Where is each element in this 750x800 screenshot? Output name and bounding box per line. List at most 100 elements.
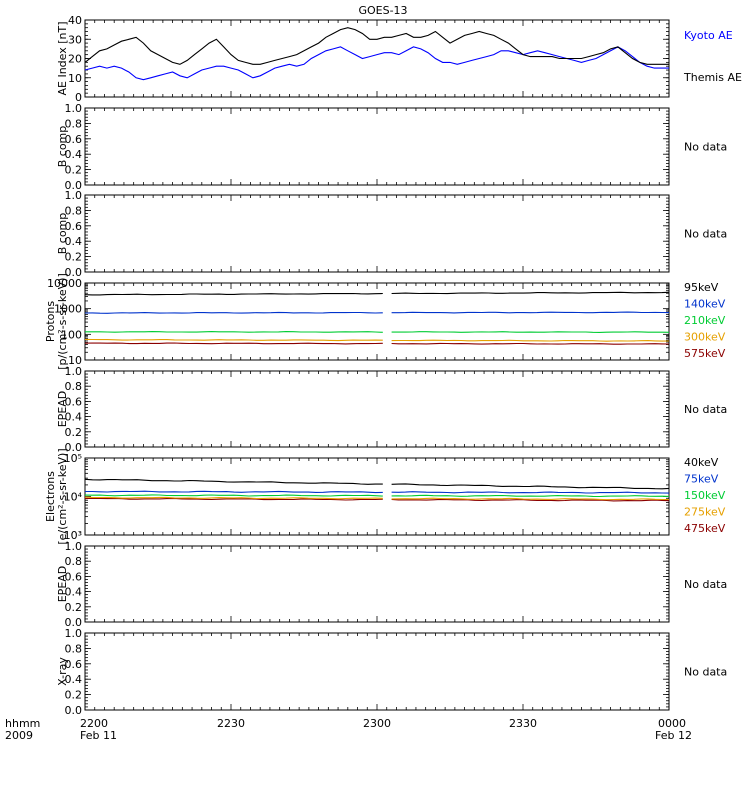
- panel-6: 10³ 10⁴ 10⁵ Electrons [e/(cm²-s-sr-keV)] 475k…: [44, 448, 726, 544]
- y-tick-label: 1.0: [65, 365, 83, 378]
- y-tick-label: 0.8: [65, 117, 83, 130]
- panel-frame: [84, 632, 670, 711]
- y-axis-title: B comp: [56, 126, 69, 168]
- y-axis-title: B comp: [56, 213, 69, 255]
- y-tick-label: 0.8: [65, 642, 83, 655]
- series-line: [391, 311, 670, 314]
- y-tick-label: 0.8: [65, 380, 83, 393]
- series-line: [391, 494, 670, 498]
- legend-label: 300keV: [684, 331, 726, 344]
- y-tick-label: 0.2: [65, 251, 83, 264]
- y-tick-label: 0.6: [65, 658, 83, 671]
- y-tick-label: 1.0: [65, 102, 83, 115]
- series-line: [84, 497, 383, 501]
- y-tick-label: 0.6: [65, 395, 83, 408]
- y-tick-label: 0.0: [65, 266, 83, 279]
- y-tick-label: 10: [68, 72, 82, 85]
- y-tick-label: 10: [68, 354, 82, 367]
- legend-label: 140keV: [684, 298, 726, 311]
- panel-frame: [84, 194, 670, 273]
- panel-frame: [84, 370, 670, 448]
- y-tick-label: 100: [61, 328, 82, 341]
- panel-8: 0.0 0.2 0.4 0.6 0.8 1.0 X-ray No data: [56, 627, 727, 717]
- y-tick-label: 0.0: [65, 616, 83, 629]
- y-tick-label: 0.0: [65, 704, 83, 717]
- legend-label: 275keV: [684, 506, 726, 519]
- y-tick-label: 0.2: [65, 689, 83, 702]
- series-line: [84, 342, 383, 345]
- x-tick-label: 2230: [217, 717, 245, 730]
- y-tick-label: 0.2: [65, 601, 83, 614]
- y-tick-label: 0.2: [65, 426, 83, 439]
- plot-title: GOES-13: [358, 4, 407, 17]
- y-tick-label: 0.4: [65, 411, 83, 424]
- panel-4: 10 100 1000 10000 Protons [p/(cm²-s-sr-keV)] 5…: [44, 273, 726, 370]
- legend-label: 95keV: [684, 281, 719, 294]
- x-tick-label: 2300: [363, 717, 391, 730]
- y-tick-label: 10000: [47, 277, 82, 290]
- series-line: [391, 291, 670, 295]
- y-tick-label: 0.6: [65, 133, 83, 146]
- panel-2: 0.0 0.2 0.4 0.6 0.8 1.0 B comp No data: [56, 102, 727, 192]
- y-tick-label: 10⁴: [64, 491, 83, 504]
- series-line: [84, 338, 383, 342]
- y-tick-label: 20: [68, 53, 82, 66]
- legend-label: 150keV: [684, 489, 726, 502]
- x-day-label: Feb 11: [80, 729, 117, 742]
- y-tick-label: 0.6: [65, 570, 83, 583]
- y-axis-title: Electrons: [44, 471, 57, 522]
- panel-3: 0.0 0.2 0.4 0.6 0.8 1.0 B comp No data: [56, 189, 727, 279]
- y-axis-title: AE Index [nT]: [56, 21, 69, 95]
- legend-label: 40keV: [684, 456, 719, 469]
- y-tick-label: 0.4: [65, 673, 83, 686]
- no-data-label: No data: [684, 666, 727, 679]
- y-tick-label: 30: [68, 33, 82, 46]
- no-data-label: No data: [684, 403, 727, 416]
- y-axis-title: EPEAD: [56, 391, 69, 428]
- series-line: [391, 339, 670, 342]
- x-tick-label: 2200: [80, 717, 108, 730]
- y-axis-title: X-ray: [56, 657, 69, 686]
- no-data-label: No data: [684, 578, 727, 591]
- panel-5: 0.0 0.2 0.4 0.6 0.8 1.0 EPEAD No data: [56, 365, 727, 454]
- series-line: [85, 331, 383, 333]
- series-line: [391, 483, 670, 490]
- series-line: [85, 490, 383, 494]
- y-tick-label: 1.0: [65, 627, 83, 640]
- series-line: [391, 498, 670, 502]
- panel-frame: [84, 107, 670, 186]
- y-tick-label: 0.2: [65, 164, 83, 177]
- y-axis-title: [e/(cm²-s-sr-keV)]: [56, 448, 69, 544]
- y-tick-label: 0: [75, 91, 82, 104]
- y-tick-label: 0.8: [65, 555, 83, 568]
- y-tick-label: 0.4: [65, 148, 83, 161]
- y-tick-label: 40: [68, 14, 82, 27]
- y-axis-title: [p/(cm²-s-sr-keV)]: [56, 273, 69, 370]
- y-tick-label: 0.4: [65, 235, 83, 248]
- y-tick-label: 0.6: [65, 220, 83, 233]
- legend-label: 210keV: [684, 314, 726, 327]
- y-tick-label: 0.0: [65, 179, 83, 192]
- series-line: [391, 497, 669, 501]
- y-tick-label: 0.8: [65, 204, 83, 217]
- panel-frame: [84, 457, 670, 536]
- no-data-label: No data: [684, 228, 727, 241]
- series-line: [391, 491, 670, 494]
- legend-label: 575keV: [684, 347, 726, 360]
- x-corner-label: hhmm: [5, 717, 40, 730]
- series-line: [84, 494, 383, 497]
- series-line: [84, 496, 383, 500]
- x-day-label: Feb 12: [655, 729, 692, 742]
- x-corner-label: 2009: [5, 729, 33, 742]
- series-line: [84, 27, 669, 65]
- series-line: [84, 46, 669, 81]
- legend-label: 75keV: [684, 473, 719, 486]
- y-tick-label: 0.0: [65, 441, 83, 454]
- panel-7: 0.0 0.2 0.4 0.6 0.8 1.0 EPEAD No data: [56, 540, 727, 629]
- y-tick-label: 10⁵: [64, 452, 82, 465]
- y-tick-label: 0.4: [65, 586, 83, 599]
- y-axis-title: Protons: [44, 301, 57, 342]
- y-tick-label: 10³: [64, 529, 82, 542]
